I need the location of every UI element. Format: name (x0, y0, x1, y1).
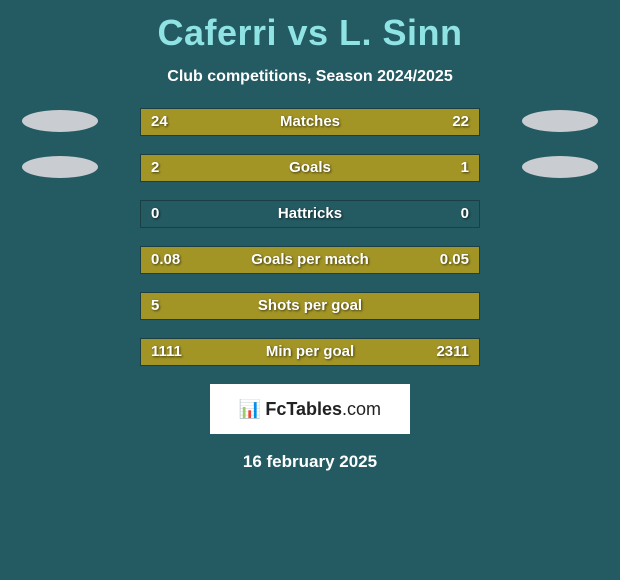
stat-row: 5Shots per goal (0, 292, 620, 320)
stat-label: Goals (141, 159, 479, 176)
team-badge-left (22, 156, 98, 178)
brand-box[interactable]: 📊 FcTables.com (210, 384, 410, 434)
team-badge-right (522, 156, 598, 178)
page-title: Caferri vs L. Sinn (0, 0, 620, 54)
bar-container: 11112311Min per goal (140, 338, 480, 366)
stat-label: Min per goal (141, 343, 479, 360)
bar-container: 2422Matches (140, 108, 480, 136)
stat-row: 21Goals (0, 154, 620, 182)
chart-date: 16 february 2025 (0, 452, 620, 472)
team-badge-right (522, 110, 598, 132)
stat-row: 11112311Min per goal (0, 338, 620, 366)
bar-container: 0.080.05Goals per match (140, 246, 480, 274)
stat-row: 00Hattricks (0, 200, 620, 228)
stat-label: Shots per goal (141, 297, 479, 314)
bar-container: 5Shots per goal (140, 292, 480, 320)
subtitle: Club competitions, Season 2024/2025 (0, 68, 620, 86)
team-badge-left (22, 110, 98, 132)
comparison-chart: 2422Matches 21Goals 00Hattricks 0.080.05Goa… (0, 108, 620, 366)
brand-bold: FcTables (265, 399, 342, 419)
brand-thin: .com (342, 399, 381, 419)
bar-container: 21Goals (140, 154, 480, 182)
stat-label: Matches (141, 113, 479, 130)
chart-icon: 📊 (239, 399, 261, 420)
brand-text: FcTables.com (265, 399, 381, 420)
bar-container: 00Hattricks (140, 200, 480, 228)
stat-row: 2422Matches (0, 108, 620, 136)
stat-label: Goals per match (141, 251, 479, 268)
stat-label: Hattricks (141, 205, 479, 222)
stat-row: 0.080.05Goals per match (0, 246, 620, 274)
